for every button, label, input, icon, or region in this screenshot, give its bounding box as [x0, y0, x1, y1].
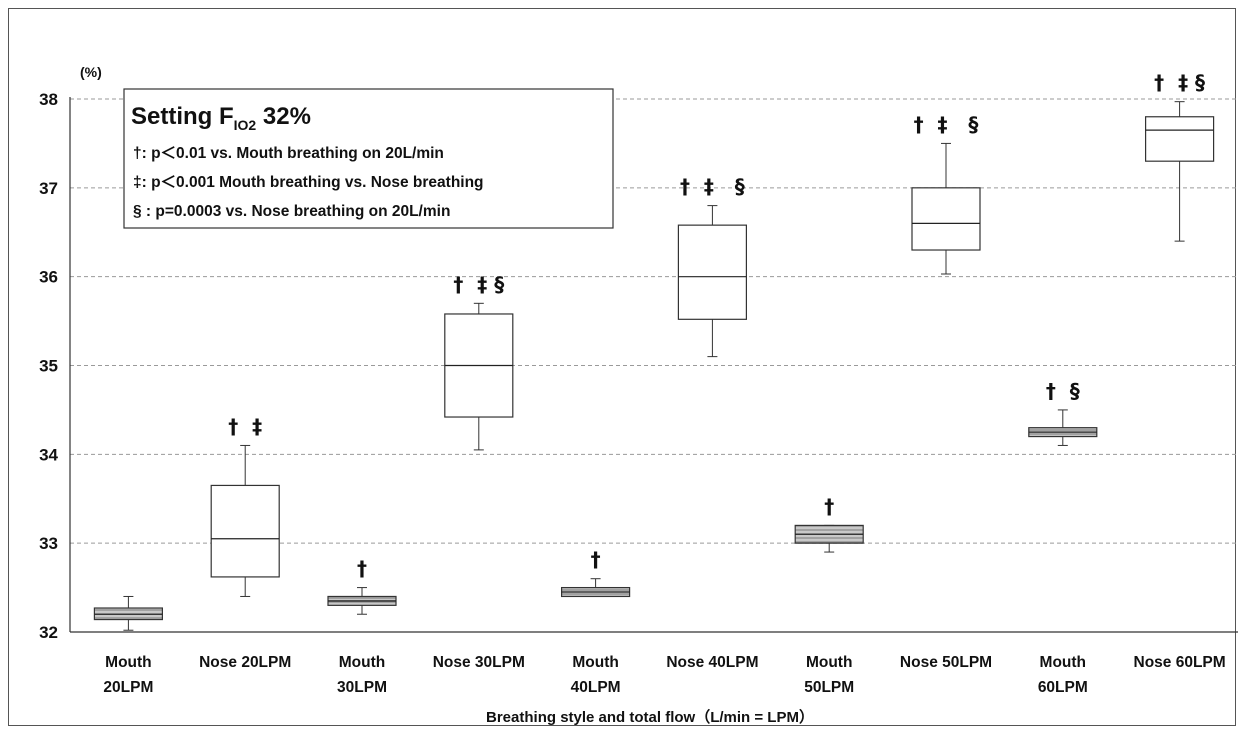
legend-title-value: 32%: [256, 103, 311, 130]
tick-labels: 32 33 34 35 36 37 38 Mouth 20LPM Nose 20LPM Mouth 3…: [39, 90, 1226, 696]
significance-mark: †: [357, 557, 367, 581]
legend-title: Setting FIO2 32%: [131, 103, 311, 133]
axes: [69, 97, 1238, 633]
box: [677, 224, 748, 320]
significance-mark: † ‡ §: [1154, 71, 1205, 95]
x-tick-label: Nose 60LPM: [1134, 654, 1226, 671]
x-tick-label: 50LPM: [804, 679, 854, 696]
legend-line-dagger: †: p＜0.01 vs. Mouth breathing on 20L/min: [133, 145, 444, 162]
x-tick-label: Mouth: [105, 654, 151, 671]
x-tick-label: Mouth: [339, 654, 385, 671]
box: [210, 484, 280, 578]
x-tick-label: Nose 30LPM: [433, 654, 525, 671]
significance-mark: †: [824, 494, 834, 518]
x-tick-label: 40LPM: [571, 679, 621, 696]
y-tick-label: 37: [39, 179, 58, 198]
y-tick-label: 36: [39, 268, 58, 287]
significance-mark: † ‡ §: [453, 272, 504, 296]
gridlines: [70, 98, 1238, 544]
significance-mark: †: [591, 548, 601, 572]
x-tick-label: 30LPM: [337, 679, 387, 696]
significance-mark: † ‡: [228, 414, 262, 438]
x-tick-label: Nose 20LPM: [199, 654, 291, 671]
y-tick-label: 38: [39, 90, 58, 109]
x-tick-label: Mouth: [572, 654, 618, 671]
boxes: [93, 101, 1215, 631]
x-axis-title: Breathing style and total flow（L/min = L…: [486, 708, 814, 726]
significance-mark: † ‡ §: [680, 175, 745, 199]
y-tick-label: 32: [39, 623, 58, 642]
legend-title-subscript: IO2: [234, 117, 257, 133]
x-tick-label: 20LPM: [103, 679, 153, 696]
x-tick-label: Nose 50LPM: [900, 654, 992, 671]
y-tick-label: 35: [39, 357, 58, 376]
box: [911, 187, 981, 251]
x-tick-label: Mouth: [806, 654, 852, 671]
box: [1144, 116, 1215, 162]
legend-line-double-dagger: ‡: p＜0.001 Mouth breathing vs. Nose brea…: [133, 174, 484, 191]
chart-frame: [8, 8, 1236, 726]
legend-line-section: § : p=0.0003 vs. Nose breathing on 20L/m…: [133, 203, 450, 220]
significance-mark: † §: [1046, 379, 1080, 403]
x-tick-label: Mouth: [1040, 654, 1086, 671]
x-tick-label: 60LPM: [1038, 679, 1088, 696]
legend-title-main: Setting F: [131, 103, 234, 130]
significance-marks: † ‡ † † ‡ § † † ‡ § † † ‡ § † § † ‡ §: [228, 71, 1205, 581]
significance-mark: † ‡ §: [914, 112, 979, 136]
legend-box: Setting FIO2 32% †: p＜0.01 vs. Mouth bre…: [123, 88, 614, 229]
y-tick-label: 33: [39, 534, 58, 553]
y-tick-label: 34: [39, 445, 58, 464]
y-unit-label: (%): [80, 64, 102, 80]
x-tick-label: Nose 40LPM: [666, 654, 758, 671]
